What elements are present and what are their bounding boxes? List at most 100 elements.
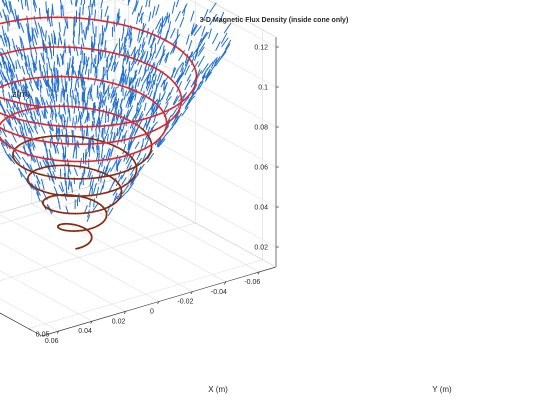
coil-segment	[79, 18, 86, 19]
coil-segment	[93, 49, 99, 50]
x-tick-label: 0.02	[112, 318, 126, 325]
field-vector	[123, 59, 124, 68]
z-tick-label: 0.1	[258, 85, 268, 92]
field-vector	[57, 55, 58, 65]
x-tick-label: 0	[150, 309, 154, 316]
field-vector	[81, 45, 82, 55]
field-vector	[156, 5, 159, 15]
field-vector	[128, 0, 129, 5]
field-vector	[53, 172, 56, 180]
field-vector	[185, 80, 190, 90]
field-vector	[56, 146, 58, 154]
field-vector	[96, 187, 98, 198]
z-tick-label: 0.02	[254, 245, 268, 252]
field-vector	[92, 180, 94, 189]
grid-line	[0, 223, 126, 311]
z-tick-label: 0.12	[254, 45, 268, 52]
field-vector	[129, 0, 133, 2]
coil-segment	[26, 18, 32, 19]
grid-line	[0, 233, 92, 321]
chart-title: 3-D Magnetic Flux Density (inside cone o…	[200, 17, 349, 24]
field-vector	[98, 86, 99, 94]
field-vector	[93, 22, 94, 34]
field-vector	[129, 62, 130, 71]
field-vector	[172, 2, 175, 13]
coil-segment	[137, 29, 143, 31]
field-vector	[66, 84, 67, 92]
grid-line	[29, 260, 263, 329]
field-vector	[51, 69, 52, 76]
field-vector	[78, 111, 80, 121]
field-vector	[47, 63, 48, 73]
field-vector	[162, 17, 163, 27]
field-vector	[43, 53, 44, 64]
field-vector	[42, 179, 45, 189]
grid-line	[0, 223, 196, 292]
z-axis-label: z(m)	[12, 89, 30, 99]
field-vector	[83, 4, 84, 15]
field-vector	[189, 41, 192, 51]
field-vector	[202, 33, 208, 42]
field-vector	[73, 90, 74, 98]
coil-segment	[25, 121, 31, 122]
field-vector	[198, 56, 204, 66]
field-vector	[63, 5, 64, 15]
field-vector	[46, 31, 47, 41]
field-vector	[90, 0, 91, 7]
field-vector	[84, 30, 86, 39]
coil-segment	[110, 142, 115, 143]
field-vector	[36, 56, 37, 65]
field-vector	[104, 97, 106, 105]
field-vector	[168, 14, 170, 23]
field-vector	[7, 72, 10, 80]
field-vector	[96, 55, 97, 64]
coil-segment	[88, 49, 94, 50]
coil-segment	[8, 21, 14, 22]
coil-segment	[49, 125, 55, 126]
x-tick-label: 0.06	[45, 338, 59, 345]
field-vector	[74, 168, 77, 176]
coil-segment	[43, 124, 49, 125]
field-vector	[0, 0, 3, 2]
field-vector	[42, 126, 45, 133]
field-vector	[16, 61, 17, 69]
coil-segment	[0, 86, 2, 88]
field-vector	[202, 27, 205, 36]
field-vector	[27, 0, 29, 10]
field-vector	[91, 63, 92, 73]
coil-segment	[118, 24, 124, 25]
field-vector	[137, 153, 140, 160]
field-vector	[125, 37, 126, 46]
z-tick-label: 0.08	[254, 125, 268, 132]
field-vector	[149, 12, 151, 21]
field-vector	[139, 106, 142, 113]
field-vector	[138, 30, 140, 41]
field-vector	[176, 11, 181, 21]
field-vector	[159, 94, 160, 102]
field-vector	[191, 11, 194, 21]
field-vector	[70, 47, 71, 55]
field-vector	[201, 32, 207, 42]
field-vector	[82, 51, 83, 63]
field-vector	[107, 64, 110, 73]
coil-segment	[31, 122, 37, 123]
field-vector	[124, 91, 126, 100]
x-axis-label: X (m)	[208, 385, 228, 394]
field-vector	[56, 133, 57, 140]
field-vector	[76, 116, 77, 124]
field-vector	[92, 188, 93, 195]
field-vector	[108, 88, 109, 96]
field-vector	[34, 35, 37, 45]
field-vector	[46, 2, 47, 13]
coil-segment	[19, 19, 25, 20]
field-vector	[137, 13, 139, 24]
field-vector	[153, 7, 155, 18]
field-vector	[127, 77, 128, 84]
field-vector	[80, 61, 81, 71]
field-vector	[222, 38, 228, 47]
field-vector	[9, 92, 11, 100]
field-vector	[73, 66, 74, 74]
field-vector	[40, 115, 41, 122]
coil-segment	[124, 122, 130, 123]
field-vector	[19, 47, 23, 56]
